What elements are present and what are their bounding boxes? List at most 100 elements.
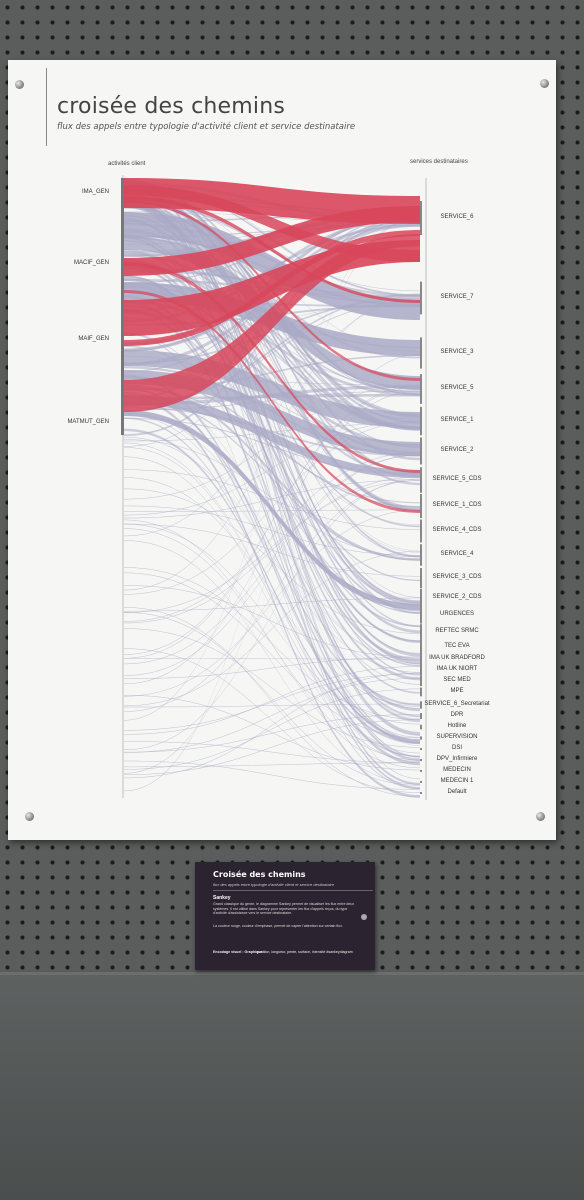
neutral-flow bbox=[124, 391, 420, 706]
neutral-flow bbox=[124, 217, 420, 786]
target-label: URGENCES bbox=[439, 611, 474, 617]
neutral-flow bbox=[124, 452, 420, 622]
target-node bbox=[420, 652, 422, 666]
neutral-flow bbox=[124, 387, 420, 655]
neutral-flow bbox=[124, 447, 420, 754]
neutral-flow bbox=[124, 714, 420, 753]
target-label: MPE bbox=[450, 688, 464, 694]
neutral-flow bbox=[124, 567, 420, 720]
target-node bbox=[420, 544, 422, 566]
target-label: SERVICE_3 bbox=[440, 349, 474, 355]
neutral-flow bbox=[124, 308, 420, 744]
target-label: MEDECIN bbox=[443, 767, 471, 773]
neutral-flow bbox=[124, 396, 420, 561]
target-node bbox=[420, 406, 422, 436]
neutral-flow bbox=[124, 345, 420, 614]
neutral-flow bbox=[124, 287, 420, 741]
neutral-flow bbox=[124, 417, 420, 757]
source-node bbox=[121, 212, 124, 282]
neutral-flow bbox=[124, 395, 420, 478]
target-label: SERVICE_6 bbox=[440, 214, 474, 220]
neutral-flow bbox=[124, 695, 420, 771]
placard-body-emphasis: La couleur rouge, couleur d'emphase, per… bbox=[213, 924, 344, 928]
neutral-flow bbox=[124, 666, 420, 735]
lower-wall bbox=[0, 975, 584, 1200]
neutral-flow bbox=[124, 179, 420, 486]
screw-icon bbox=[361, 914, 367, 920]
screw-icon bbox=[540, 79, 549, 88]
neutral-flow bbox=[124, 182, 420, 720]
placard-value: position, longueur, pente, surface, inte… bbox=[257, 950, 353, 954]
neutral-flow bbox=[124, 505, 420, 556]
target-node bbox=[420, 374, 422, 404]
target-node bbox=[420, 701, 422, 709]
source-node bbox=[121, 178, 124, 212]
neutral-flow bbox=[124, 263, 420, 431]
target-node bbox=[420, 713, 422, 719]
target-node bbox=[420, 281, 422, 315]
source-node bbox=[121, 348, 124, 435]
screw-icon bbox=[25, 812, 34, 821]
target-node bbox=[420, 781, 422, 783]
neutral-flow bbox=[124, 217, 420, 792]
emphasis-flow bbox=[124, 230, 420, 346]
target-node bbox=[420, 639, 422, 655]
neutral-flow bbox=[124, 628, 420, 748]
neutral-flow bbox=[124, 299, 420, 448]
neutral-flow bbox=[124, 325, 420, 525]
target-node bbox=[420, 201, 422, 235]
neutral-flow bbox=[124, 478, 420, 751]
title-rule bbox=[46, 68, 47, 146]
neutral-flow bbox=[124, 294, 420, 712]
neutral-flow bbox=[124, 275, 420, 662]
neutral-flow bbox=[124, 316, 420, 582]
neutral-flow bbox=[124, 252, 420, 429]
target-header: services destinataires bbox=[410, 159, 468, 165]
neutral-flow bbox=[124, 762, 420, 768]
neutral-flow bbox=[124, 678, 420, 753]
target-label: SEC MED bbox=[443, 677, 471, 683]
neutral-flow bbox=[124, 656, 420, 680]
target-label: SERVICE_2 bbox=[440, 447, 474, 453]
neutral-flow bbox=[124, 688, 420, 770]
neutral-flow bbox=[124, 289, 420, 390]
info-placard: Croisée des chemins flux des appels entr… bbox=[195, 862, 375, 970]
neutral-flow bbox=[124, 476, 420, 624]
placard-title: Croisée des chemins bbox=[213, 870, 306, 879]
target-node bbox=[420, 664, 422, 676]
target-node bbox=[420, 792, 422, 794]
neutral-flow bbox=[124, 469, 420, 530]
target-label: SERVICE_5 bbox=[440, 385, 474, 391]
target-node bbox=[420, 770, 422, 772]
target-label: IMA UK NIORT bbox=[436, 666, 478, 672]
neutral-flow bbox=[124, 456, 420, 762]
target-node bbox=[420, 467, 422, 493]
neutral-flow bbox=[124, 703, 420, 708]
neutral-flow bbox=[124, 211, 420, 224]
neutral-flow bbox=[124, 410, 420, 610]
emphasis-flow bbox=[124, 206, 420, 276]
target-node bbox=[420, 568, 422, 588]
neutral-flow bbox=[124, 528, 420, 761]
target-label: SERVICE_5_CDS bbox=[432, 476, 482, 482]
neutral-flow bbox=[124, 673, 420, 731]
neutral-flow bbox=[124, 523, 420, 725]
target-node bbox=[420, 588, 422, 608]
neutral-flow bbox=[124, 202, 420, 722]
neutral-flow bbox=[124, 224, 420, 238]
neutral-flow bbox=[124, 233, 420, 718]
neutral-flow bbox=[124, 519, 420, 769]
screw-icon bbox=[536, 812, 545, 821]
neutral-flow bbox=[124, 719, 420, 775]
neutral-flow bbox=[124, 354, 420, 774]
neutral-flow bbox=[124, 657, 420, 660]
neutral-flow bbox=[124, 181, 420, 615]
target-label: SERVICE_6_Secretariat bbox=[424, 701, 490, 707]
target-label: SERVICE_1_CDS bbox=[432, 502, 482, 508]
neutral-flow bbox=[124, 376, 420, 508]
target-label: SERVICE_1 bbox=[440, 417, 474, 423]
neutral-flow bbox=[124, 414, 420, 709]
target-node bbox=[420, 748, 422, 750]
neutral-flow bbox=[124, 300, 420, 766]
neutral-flow bbox=[124, 298, 420, 365]
